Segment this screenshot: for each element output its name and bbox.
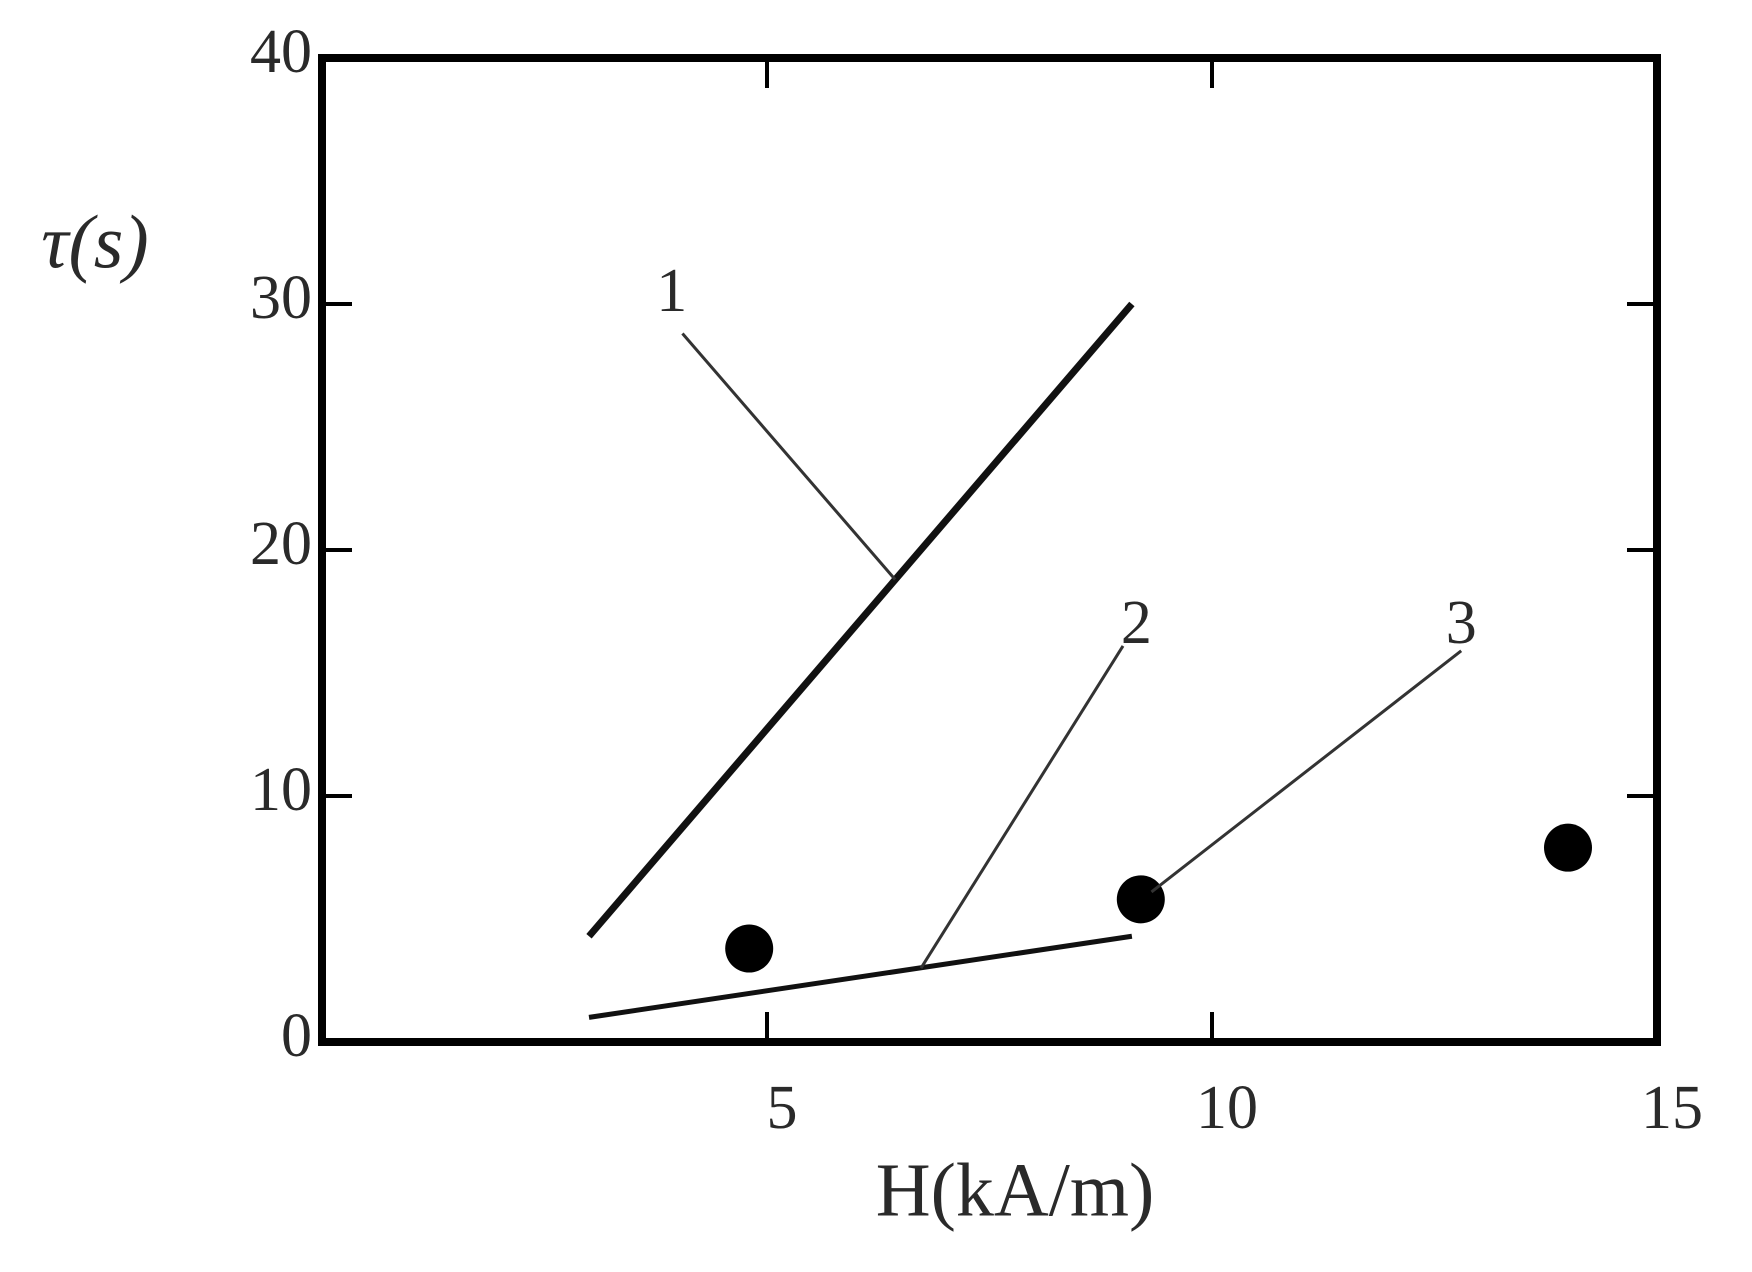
x-tick-label: 15: [1641, 1074, 1703, 1142]
data-point: [1116, 875, 1165, 924]
y-tick-label: 10: [250, 756, 312, 824]
data-point: [725, 924, 774, 973]
x-tick-label: 5: [767, 1074, 798, 1142]
leader-line: [681, 332, 897, 581]
plot-frame: [318, 54, 1661, 1046]
y-axis-label: τ(s): [41, 200, 148, 284]
series-label: 1: [656, 257, 687, 325]
series-label: 2: [1121, 589, 1152, 657]
leader-line: [1150, 649, 1463, 894]
y-tick-label: 40: [250, 18, 312, 86]
series-label: 3: [1446, 589, 1477, 657]
x-tick-label: 10: [1196, 1074, 1258, 1142]
data-line: [586, 301, 1135, 939]
data-point: [1544, 823, 1592, 872]
y-tick-label: 0: [281, 1002, 312, 1070]
y-tick-label: 30: [250, 264, 312, 332]
leader-line: [919, 645, 1125, 969]
y-tick-label: 20: [250, 510, 312, 578]
x-axis-label: H(kA/m): [876, 1148, 1155, 1232]
data-line: [588, 933, 1133, 1020]
